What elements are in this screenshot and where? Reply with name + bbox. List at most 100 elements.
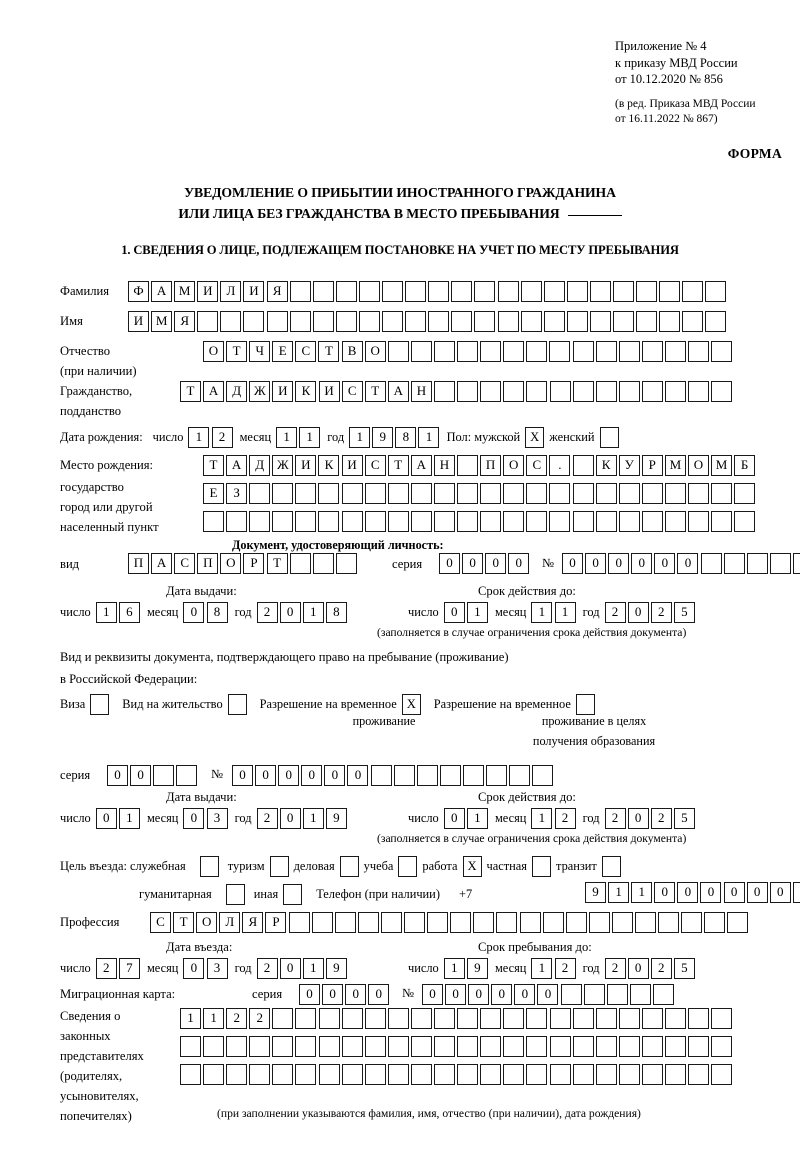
birthplace-r1-cell-23[interactable]: М xyxy=(711,455,733,476)
representatives-r3-cell-21[interactable] xyxy=(641,1064,663,1085)
entry-month-d2[interactable]: 3 xyxy=(206,958,228,979)
patronymic-cell-12[interactable] xyxy=(457,341,479,362)
birthplace-r1-cell-6[interactable]: К xyxy=(318,455,340,476)
permit-number-cell-5[interactable]: 0 xyxy=(324,765,346,786)
document-number-cell-10[interactable] xyxy=(769,553,791,574)
citizenship-cell-20[interactable] xyxy=(618,381,640,402)
identity-issue-day-d2[interactable]: 6 xyxy=(118,602,140,623)
birthplace-r3-cell-10[interactable] xyxy=(410,511,432,532)
representatives-r1-cell-13[interactable] xyxy=(457,1008,479,1029)
edu-residence-checkbox[interactable] xyxy=(575,694,595,715)
surname-cell-10[interactable] xyxy=(335,281,357,302)
phone-cell-9[interactable]: 0 xyxy=(769,882,791,903)
birth-month-d2[interactable]: 1 xyxy=(299,427,321,448)
representatives-r1-cell-18[interactable] xyxy=(572,1008,594,1029)
profession-cell-2[interactable]: Т xyxy=(173,912,195,933)
document-type-cell-10[interactable] xyxy=(335,553,357,574)
representatives-r3-cell-1[interactable] xyxy=(180,1064,201,1085)
birthplace-cells-row-3[interactable] xyxy=(203,511,757,532)
document-number-cell-7[interactable] xyxy=(700,553,722,574)
document-number-cell-4[interactable]: 0 xyxy=(631,553,653,574)
birthplace-r1-cell-10[interactable]: А xyxy=(410,455,432,476)
firstname-cell-26[interactable] xyxy=(705,311,727,332)
birthplace-r3-cell-7[interactable] xyxy=(341,511,363,532)
permit-issue-month-d1[interactable]: 0 xyxy=(183,808,205,829)
entry-year-d1[interactable]: 2 xyxy=(256,958,278,979)
birth-year-d4[interactable]: 1 xyxy=(418,427,440,448)
permit-number-cell-4[interactable]: 0 xyxy=(301,765,323,786)
permit-number-cell-13[interactable] xyxy=(509,765,531,786)
birthplace-r3-cell-17[interactable] xyxy=(572,511,594,532)
birthplace-r1-cell-5[interactable]: И xyxy=(295,455,317,476)
identity-valid-month-d2[interactable]: 1 xyxy=(554,602,576,623)
citizenship-cell-11[interactable]: Н xyxy=(410,381,432,402)
citizenship-cell-6[interactable]: К xyxy=(295,381,317,402)
representatives-r2-cell-17[interactable] xyxy=(549,1036,571,1057)
representatives-r3-cell-23[interactable] xyxy=(688,1064,710,1085)
document-number-cell-5[interactable]: 0 xyxy=(654,553,676,574)
patronymic-cell-10[interactable] xyxy=(410,341,432,362)
birthplace-r1-cell-20[interactable]: Р xyxy=(641,455,663,476)
patronymic-cell-13[interactable] xyxy=(480,341,502,362)
birthplace-r1-cell-12[interactable] xyxy=(457,455,479,476)
migration-number-cell-7[interactable] xyxy=(560,984,582,1005)
firstname-cell-14[interactable] xyxy=(428,311,450,332)
firstname-cell-9[interactable] xyxy=(312,311,334,332)
surname-cell-24[interactable] xyxy=(659,281,681,302)
representatives-r2-cell-6[interactable] xyxy=(295,1036,317,1057)
patronymic-cell-14[interactable] xyxy=(503,341,525,362)
surname-cell-15[interactable] xyxy=(451,281,473,302)
representatives-r3-cell-11[interactable] xyxy=(410,1064,432,1085)
birthplace-r1-cell-17[interactable] xyxy=(572,455,594,476)
entry-year-d4[interactable]: 9 xyxy=(325,958,347,979)
document-series-cell-3[interactable]: 0 xyxy=(485,553,507,574)
birthplace-r2-cell-17[interactable] xyxy=(572,483,594,504)
firstname-cell-5[interactable] xyxy=(220,311,242,332)
permit-issue-year-d1[interactable]: 2 xyxy=(256,808,278,829)
permit-series-cell-3[interactable] xyxy=(153,765,175,786)
firstname-cell-10[interactable] xyxy=(335,311,357,332)
representatives-r3-cell-22[interactable] xyxy=(664,1064,686,1085)
document-type-cell-8[interactable] xyxy=(289,553,311,574)
phone-cell-8[interactable]: 0 xyxy=(746,882,768,903)
patronymic-cell-1[interactable]: О xyxy=(203,341,224,362)
firstname-cell-3[interactable]: Я xyxy=(174,311,196,332)
citizenship-cell-15[interactable] xyxy=(503,381,525,402)
permit-valid-month-d1[interactable]: 1 xyxy=(531,808,553,829)
surname-cell-20[interactable] xyxy=(566,281,588,302)
birthplace-r1-cell-19[interactable]: У xyxy=(618,455,640,476)
representatives-r1-cell-22[interactable] xyxy=(664,1008,686,1029)
profession-cell-24[interactable] xyxy=(681,912,703,933)
birthplace-r3-cell-8[interactable] xyxy=(364,511,386,532)
birthplace-r1-cell-15[interactable]: С xyxy=(526,455,548,476)
birthplace-r3-cell-5[interactable] xyxy=(295,511,317,532)
visa-checkbox[interactable] xyxy=(90,694,110,715)
purpose-official-checkbox[interactable] xyxy=(199,856,219,877)
permit-number-cell-11[interactable] xyxy=(462,765,484,786)
document-type-cell-2[interactable]: А xyxy=(151,553,173,574)
migration-series-cell-4[interactable]: 0 xyxy=(368,984,390,1005)
citizenship-cell-1[interactable]: Т xyxy=(180,381,201,402)
birthplace-r1-cell-1[interactable]: Т xyxy=(203,455,224,476)
birthplace-r3-cell-13[interactable] xyxy=(480,511,502,532)
patronymic-cell-23[interactable] xyxy=(711,341,733,362)
document-type-cell-5[interactable]: О xyxy=(220,553,242,574)
residence-permit-checkbox[interactable] xyxy=(227,694,247,715)
document-number-cell-8[interactable] xyxy=(723,553,745,574)
birth-day-d1[interactable]: 1 xyxy=(188,427,210,448)
representatives-r3-cell-4[interactable] xyxy=(249,1064,271,1085)
citizenship-cell-9[interactable]: Т xyxy=(364,381,386,402)
citizenship-cell-5[interactable]: И xyxy=(272,381,294,402)
representatives-r1-cell-2[interactable]: 1 xyxy=(203,1008,225,1029)
representatives-r1-cell-19[interactable] xyxy=(595,1008,617,1029)
birthplace-r1-cell-9[interactable]: Т xyxy=(387,455,409,476)
birthplace-r2-cell-24[interactable] xyxy=(734,483,756,504)
citizenship-cell-18[interactable] xyxy=(572,381,594,402)
document-series-cell-1[interactable]: 0 xyxy=(439,553,460,574)
birthplace-r1-cell-16[interactable]: . xyxy=(549,455,571,476)
patronymic-cell-9[interactable] xyxy=(387,341,409,362)
birthplace-r2-cell-1[interactable]: Е xyxy=(203,483,224,504)
